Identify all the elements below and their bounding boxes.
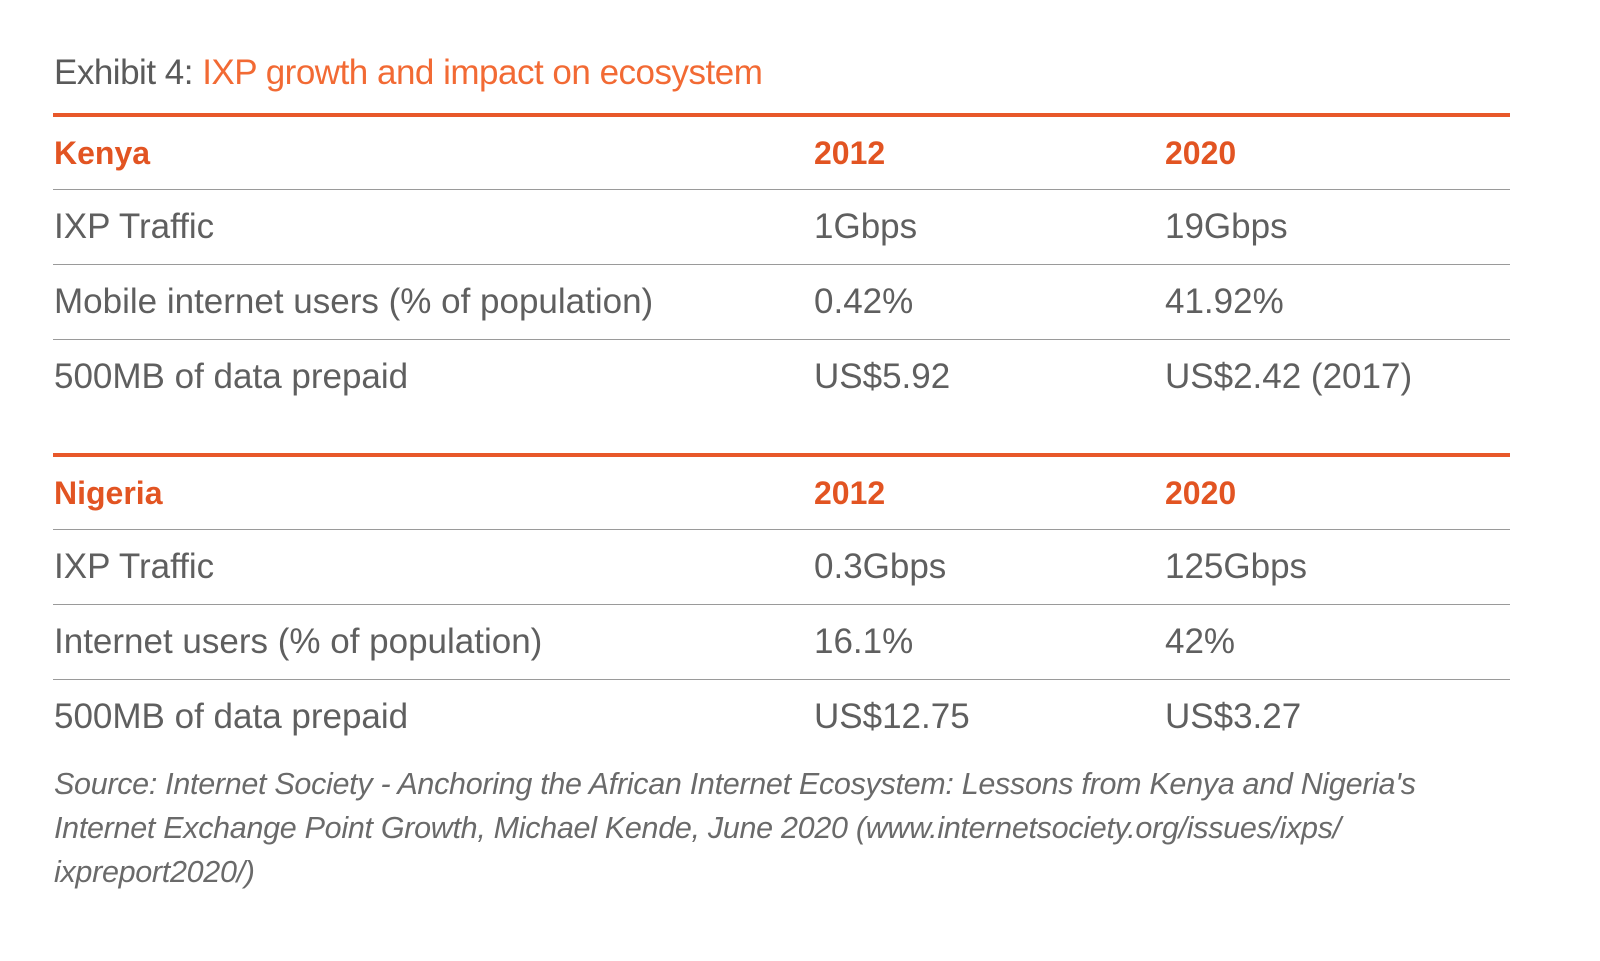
value-2020: US$3.27 — [1165, 697, 1302, 736]
value-2012: 0.3Gbps — [814, 547, 947, 586]
kenya-table: Kenya 2012 2020 IXP Traffic 1Gbps 19Gbps… — [53, 113, 1510, 414]
table-row: IXP Traffic 1Gbps 19Gbps — [53, 190, 1510, 265]
nigeria-table: Nigeria 2012 2020 IXP Traffic 0.3Gbps 12… — [53, 453, 1510, 754]
value-2012: 0.42% — [814, 282, 914, 321]
value-2020: 42% — [1165, 622, 1236, 661]
value-2012: US$5.92 — [814, 357, 951, 396]
year-heading-2012: 2012 — [814, 134, 886, 171]
metric-label: 500MB of data prepaid — [54, 357, 409, 396]
source-line: Internet Exchange Point Growth, Michael … — [54, 811, 1341, 845]
source-line: Source: Internet Society - Anchoring the… — [54, 767, 1416, 801]
value-2020: 19Gbps — [1165, 207, 1288, 246]
value-2020: 125Gbps — [1165, 547, 1308, 586]
table-row: Internet users (% of population) 16.1% 4… — [53, 605, 1510, 680]
metric-label: 500MB of data prepaid — [54, 697, 409, 736]
value-2012: 16.1% — [814, 622, 914, 661]
value-2012: US$12.75 — [814, 697, 970, 736]
country-heading: Nigeria — [54, 474, 163, 511]
year-heading-2020: 2020 — [1165, 134, 1237, 171]
section-divider — [53, 113, 1510, 117]
value-2012: 1Gbps — [814, 207, 918, 246]
metric-label: Internet users (% of population) — [54, 622, 543, 661]
table-header-row: Nigeria 2012 2020 — [53, 457, 1510, 530]
source-line: ixpreport2020/) — [54, 855, 255, 889]
table-row: 500MB of data prepaid US$12.75 US$3.27 — [53, 680, 1510, 754]
table-row: IXP Traffic 0.3Gbps 125Gbps — [53, 530, 1510, 605]
source-note: Source: Internet Society - Anchoring the… — [54, 762, 1524, 894]
exhibit-heading: IXP growth and impact on ecosystem — [202, 53, 763, 92]
metric-label: IXP Traffic — [54, 207, 215, 246]
value-2020: 41.92% — [1165, 282, 1284, 321]
table-row: 500MB of data prepaid US$5.92 US$2.42 (2… — [53, 340, 1510, 414]
year-heading-2020: 2020 — [1165, 474, 1237, 511]
exhibit-label: Exhibit 4: — [54, 53, 203, 92]
section-divider — [53, 453, 1510, 457]
country-heading: Kenya — [54, 134, 151, 171]
table-header-row: Kenya 2012 2020 — [53, 117, 1510, 190]
year-heading-2012: 2012 — [814, 474, 886, 511]
value-2020: US$2.42 (2017) — [1165, 357, 1413, 396]
metric-label: IXP Traffic — [54, 547, 215, 586]
exhibit-title: Exhibit 4: IXP growth and impact on ecos… — [54, 50, 763, 96]
table-row: Mobile internet users (% of population) … — [53, 265, 1510, 340]
metric-label: Mobile internet users (% of population) — [54, 282, 654, 321]
